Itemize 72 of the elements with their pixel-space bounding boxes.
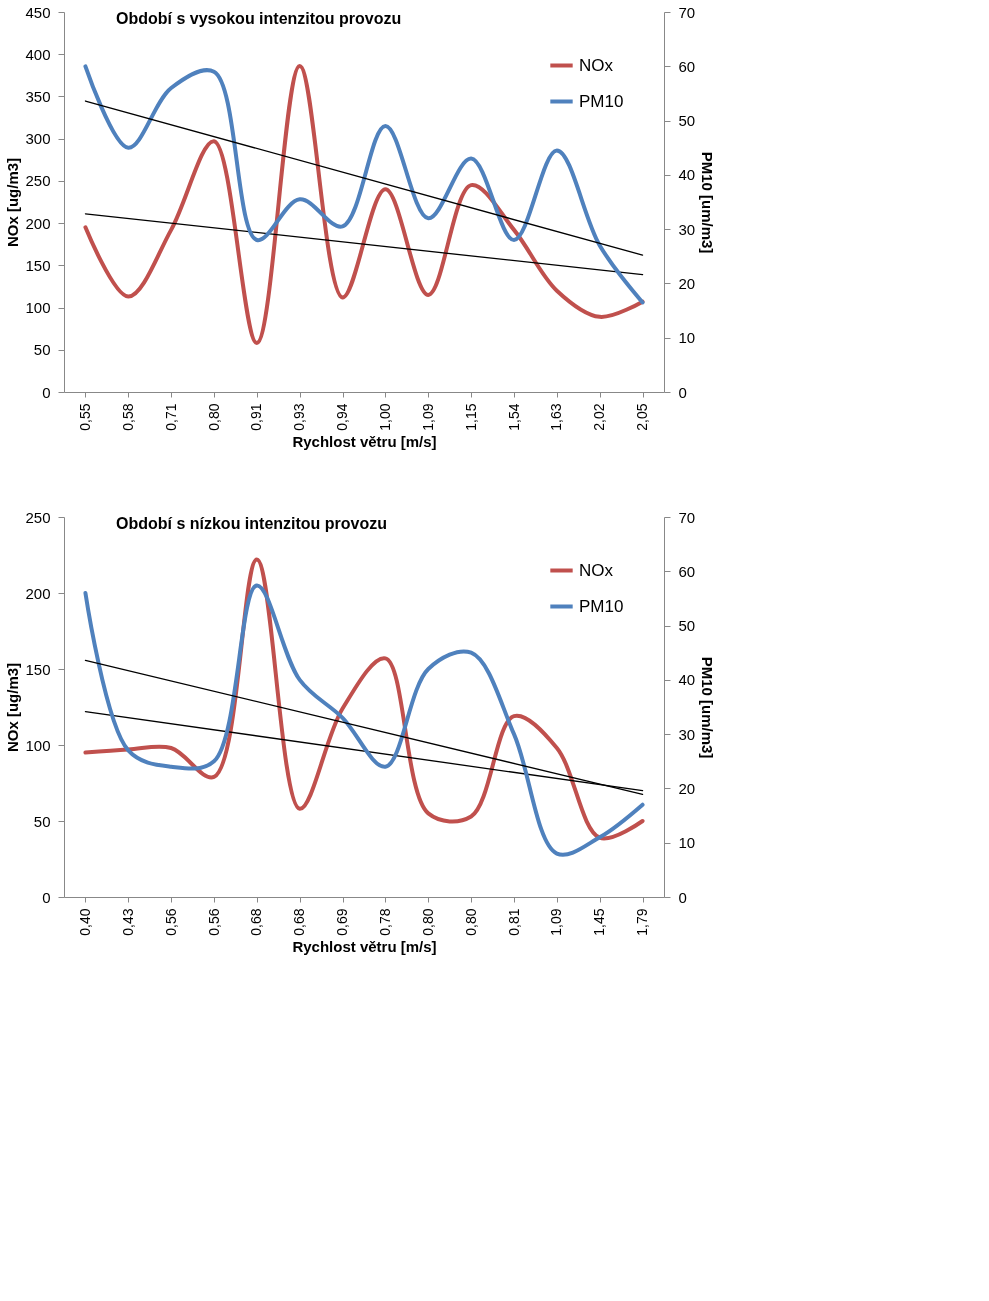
y-tick-label: 400 xyxy=(25,45,51,63)
y-axis-title: NOx [ug/m3] xyxy=(4,662,22,753)
x-tick-label: 1,63 xyxy=(548,403,565,431)
y2-tick-label: 50 xyxy=(678,112,696,130)
y2-tick-label: 60 xyxy=(678,57,696,75)
legend-label: PM10 xyxy=(579,91,624,111)
y-axis-title: NOx [ug/m3] xyxy=(4,157,22,248)
x-tick-label: 1,79 xyxy=(634,908,651,936)
x-tick-label: 1,00 xyxy=(376,403,393,431)
x-axis-title: Rychlost větru [m/s] xyxy=(292,937,437,955)
x-tick-label: 0,91 xyxy=(248,403,265,431)
y2-tick-label: 0 xyxy=(678,888,687,906)
x-tick-label: 0,56 xyxy=(205,908,222,936)
y2-tick-label: 40 xyxy=(678,671,696,689)
chart-title: Období s vysokou intenzitou provozu xyxy=(115,10,402,27)
y-tick-label: 250 xyxy=(25,508,51,526)
y-tick-label: 350 xyxy=(25,87,51,105)
legend-label: PM10 xyxy=(579,596,624,616)
y2-tick-label: 20 xyxy=(678,779,696,797)
y2-tick-label: 70 xyxy=(678,3,696,21)
x-tick-label: 1,09 xyxy=(548,908,565,936)
x-tick-label: 1,09 xyxy=(419,403,436,431)
x-tick-label: 0,55 xyxy=(76,403,93,431)
y-tick-label: 100 xyxy=(25,299,51,317)
y-tick-label: 100 xyxy=(25,736,51,754)
y-tick-label: 50 xyxy=(33,812,51,830)
y-tick-label: 0 xyxy=(42,888,51,906)
y-tick-label: 250 xyxy=(25,172,51,190)
x-tick-label: 0,93 xyxy=(291,403,308,431)
x-tick-label: 1,54 xyxy=(505,403,522,431)
y2-tick-label: 60 xyxy=(678,562,696,580)
y2-axis-title: PM10 [um/m3] xyxy=(699,656,717,759)
legend-label: NOx xyxy=(579,560,614,580)
x-tick-label: 1,15 xyxy=(462,403,479,431)
x-tick-label: 1,45 xyxy=(591,908,608,936)
y2-tick-label: 10 xyxy=(678,329,696,347)
x-tick-label: 0,80 xyxy=(419,908,436,936)
y2-tick-label: 40 xyxy=(678,166,696,184)
y2-tick-label: 30 xyxy=(678,725,696,743)
x-tick-label: 0,58 xyxy=(119,403,136,431)
x-tick-label: 0,68 xyxy=(291,908,308,936)
y-tick-label: 150 xyxy=(25,660,51,678)
x-tick-label: 0,80 xyxy=(205,403,222,431)
x-tick-label: 0,71 xyxy=(162,403,179,431)
y2-tick-label: 70 xyxy=(678,508,696,526)
x-tick-label: 0,43 xyxy=(119,908,136,936)
x-tick-label: 0,81 xyxy=(505,908,522,936)
y-tick-label: 50 xyxy=(33,341,51,359)
y2-tick-label: 50 xyxy=(678,617,696,635)
x-tick-label: 0,78 xyxy=(376,908,393,936)
y2-tick-label: 10 xyxy=(678,834,696,852)
y-tick-label: 150 xyxy=(25,256,51,274)
y2-tick-label: 0 xyxy=(678,383,687,401)
y-tick-label: 0 xyxy=(42,383,51,401)
x-axis-title: Rychlost větru [m/s] xyxy=(292,432,437,450)
legend-label: NOx xyxy=(579,55,614,75)
x-tick-label: 0,69 xyxy=(334,908,351,936)
x-tick-label: 2,05 xyxy=(634,403,651,431)
chart-title: Období s nízkou intenzitou provozu xyxy=(115,515,388,532)
x-tick-label: 2,02 xyxy=(591,403,608,431)
x-tick-label: 0,56 xyxy=(162,908,179,936)
y-tick-label: 200 xyxy=(25,584,51,602)
y-tick-label: 450 xyxy=(25,3,51,21)
y-tick-label: 200 xyxy=(25,214,51,232)
y2-axis-title: PM10 [um/m3] xyxy=(699,151,717,254)
x-tick-label: 0,68 xyxy=(248,908,265,936)
y2-tick-label: 30 xyxy=(678,220,696,238)
x-tick-label: 0,40 xyxy=(76,908,93,936)
y-tick-label: 300 xyxy=(25,130,51,148)
y2-tick-label: 20 xyxy=(678,274,696,292)
x-tick-label: 0,94 xyxy=(334,403,351,431)
x-tick-label: 0,80 xyxy=(462,908,479,936)
